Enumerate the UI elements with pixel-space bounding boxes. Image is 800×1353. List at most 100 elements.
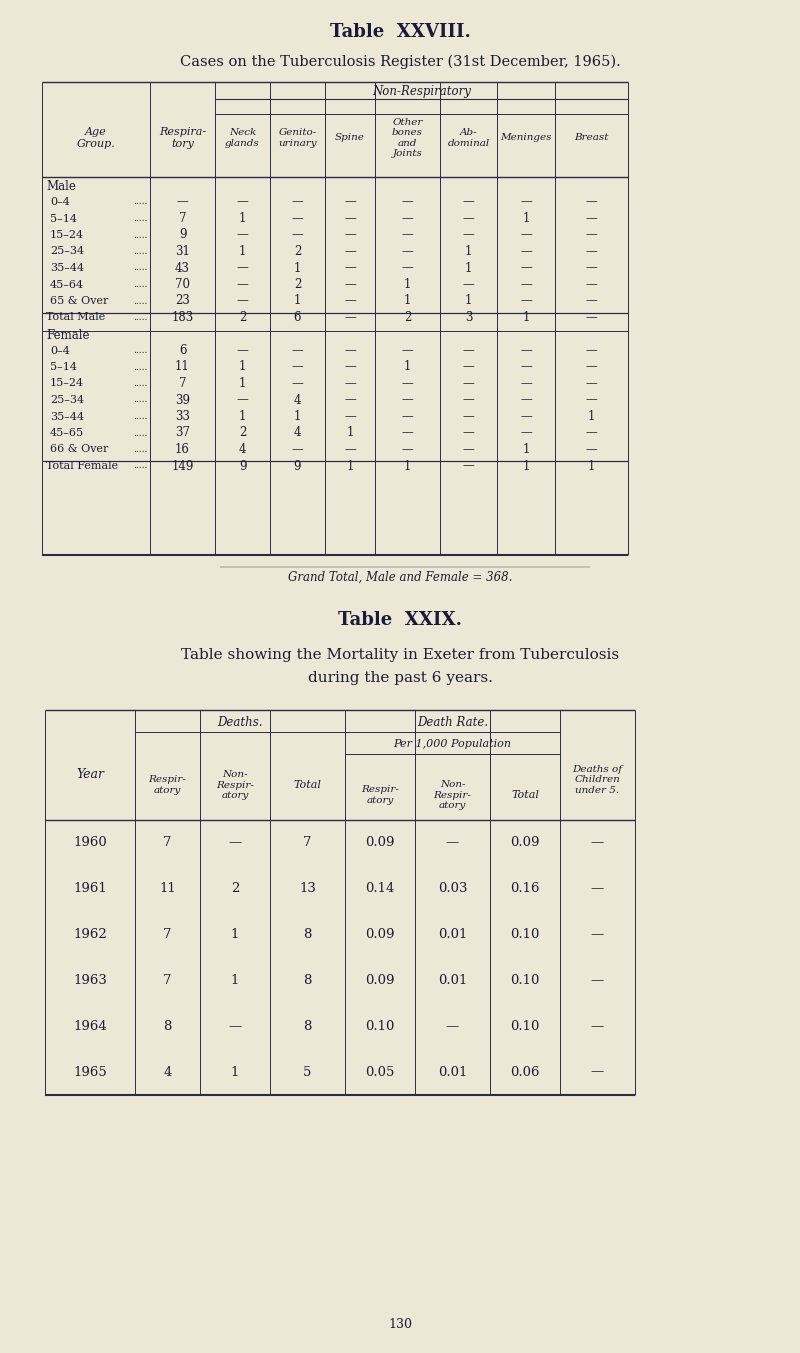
Text: 3: 3 <box>465 311 472 323</box>
Text: 9: 9 <box>238 460 246 472</box>
Text: 35–44: 35–44 <box>50 262 84 273</box>
Text: 1: 1 <box>294 295 301 307</box>
Text: 66 & Over: 66 & Over <box>50 445 108 455</box>
Text: Age
Group.: Age Group. <box>77 127 115 149</box>
Text: .....: ..... <box>134 198 148 207</box>
Text: Ab-
dominal: Ab- dominal <box>447 129 490 147</box>
Text: —: — <box>446 1020 459 1032</box>
Text: Respir-
atory: Respir- atory <box>149 775 186 794</box>
Text: —: — <box>402 261 414 275</box>
Text: —: — <box>344 311 356 323</box>
Text: —: — <box>344 261 356 275</box>
Text: 25–34: 25–34 <box>50 395 84 405</box>
Text: —: — <box>462 195 474 208</box>
Text: 1: 1 <box>239 212 246 225</box>
Text: 1: 1 <box>588 460 595 472</box>
Text: Non-
Respir-
atory: Non- Respir- atory <box>216 770 254 800</box>
Text: 4: 4 <box>163 1066 172 1078</box>
Text: —: — <box>446 836 459 850</box>
Text: —: — <box>402 394 414 406</box>
Text: 13: 13 <box>299 882 316 896</box>
Text: —: — <box>344 277 356 291</box>
Text: 1963: 1963 <box>73 974 107 986</box>
Text: 16: 16 <box>175 442 190 456</box>
Text: —: — <box>520 344 532 357</box>
Text: —: — <box>462 394 474 406</box>
Text: —: — <box>586 344 598 357</box>
Text: —: — <box>462 277 474 291</box>
Text: —: — <box>520 426 532 440</box>
Text: 1: 1 <box>231 974 239 986</box>
Text: .....: ..... <box>134 264 148 272</box>
Text: 8: 8 <box>163 1020 172 1032</box>
Text: —: — <box>292 360 303 373</box>
Text: —: — <box>520 195 532 208</box>
Text: Meninges: Meninges <box>500 134 552 142</box>
Text: —: — <box>344 229 356 241</box>
Text: —: — <box>586 360 598 373</box>
Text: —: — <box>402 212 414 225</box>
Text: .....: ..... <box>134 313 148 322</box>
Text: 6: 6 <box>294 311 302 323</box>
Text: 1964: 1964 <box>73 1020 107 1032</box>
Text: 37: 37 <box>175 426 190 440</box>
Text: .....: ..... <box>134 230 148 239</box>
Text: —: — <box>462 344 474 357</box>
Text: 0.09: 0.09 <box>366 928 394 942</box>
Text: —: — <box>402 442 414 456</box>
Text: —: — <box>462 410 474 423</box>
Text: 0.01: 0.01 <box>438 974 467 986</box>
Text: 0–4: 0–4 <box>50 198 70 207</box>
Text: 1: 1 <box>346 460 354 472</box>
Text: 1: 1 <box>294 261 301 275</box>
Text: —: — <box>292 195 303 208</box>
Text: 2: 2 <box>239 311 246 323</box>
Text: —: — <box>520 229 532 241</box>
Text: —: — <box>237 261 248 275</box>
Text: —: — <box>591 928 604 942</box>
Text: —: — <box>591 1066 604 1078</box>
Text: —: — <box>402 229 414 241</box>
Text: Non-Respiratory: Non-Respiratory <box>372 84 471 97</box>
Text: 1: 1 <box>239 245 246 258</box>
Text: 5–14: 5–14 <box>50 363 77 372</box>
Text: 65 & Over: 65 & Over <box>50 296 108 306</box>
Text: Deaths.: Deaths. <box>218 716 262 728</box>
Text: 0.09: 0.09 <box>366 836 394 850</box>
Text: 0.10: 0.10 <box>510 928 540 942</box>
Text: —: — <box>344 442 356 456</box>
Text: —: — <box>344 212 356 225</box>
Text: 1: 1 <box>522 460 530 472</box>
Text: 4: 4 <box>238 442 246 456</box>
Text: —: — <box>344 394 356 406</box>
Text: —: — <box>292 344 303 357</box>
Text: 4: 4 <box>294 394 302 406</box>
Text: —: — <box>344 295 356 307</box>
Text: 1: 1 <box>404 360 411 373</box>
Text: —: — <box>402 426 414 440</box>
Text: —: — <box>586 277 598 291</box>
Text: —: — <box>462 460 474 472</box>
Text: 1: 1 <box>522 442 530 456</box>
Text: —: — <box>586 377 598 390</box>
Text: .....: ..... <box>134 395 148 405</box>
Text: 1: 1 <box>465 245 472 258</box>
Text: Total Female: Total Female <box>46 461 118 471</box>
Text: 1: 1 <box>522 212 530 225</box>
Text: Cases on the Tuberculosis Register (31st December, 1965).: Cases on the Tuberculosis Register (31st… <box>180 55 620 69</box>
Text: —: — <box>586 212 598 225</box>
Text: 1965: 1965 <box>73 1066 107 1078</box>
Text: —: — <box>237 277 248 291</box>
Text: 1: 1 <box>346 426 354 440</box>
Text: —: — <box>520 360 532 373</box>
Text: .....: ..... <box>134 280 148 290</box>
Text: —: — <box>586 261 598 275</box>
Text: —: — <box>591 974 604 986</box>
Text: —: — <box>586 311 598 323</box>
Text: 1: 1 <box>404 460 411 472</box>
Text: 45–65: 45–65 <box>50 428 84 438</box>
Text: .....: ..... <box>134 346 148 354</box>
Text: —: — <box>237 344 248 357</box>
Text: 45–64: 45–64 <box>50 280 84 290</box>
Text: —: — <box>586 295 598 307</box>
